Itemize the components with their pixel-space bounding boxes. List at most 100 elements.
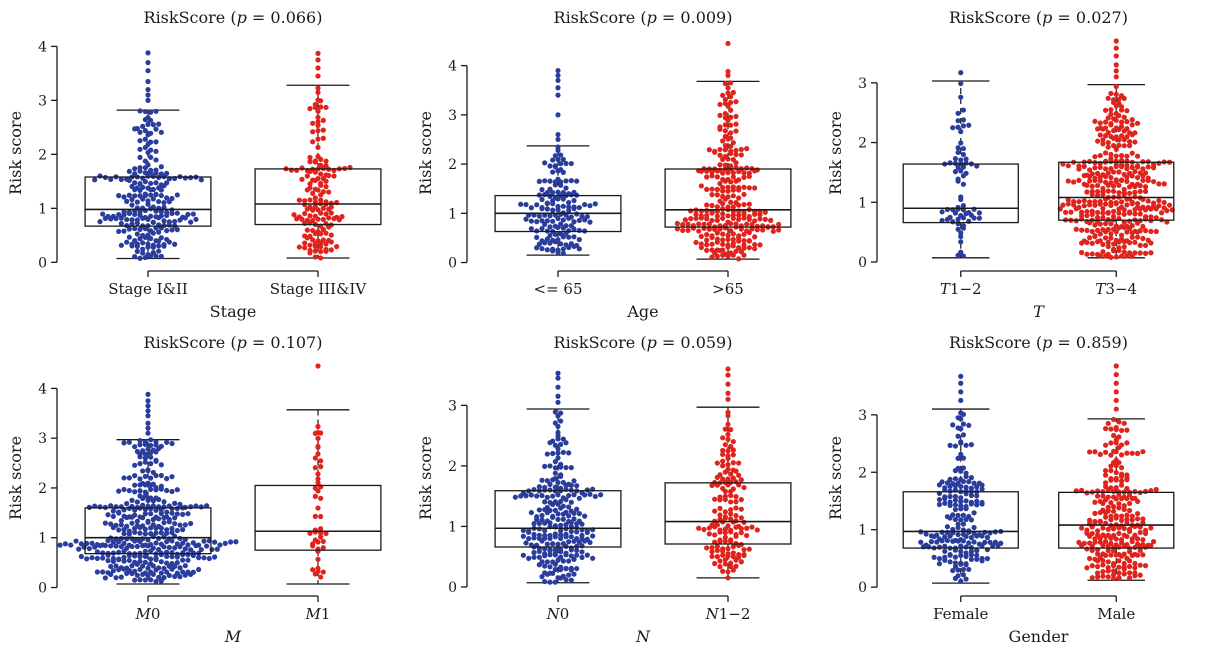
data-point — [574, 521, 580, 527]
data-point — [960, 202, 967, 209]
data-point — [693, 215, 699, 222]
data-point — [536, 484, 542, 490]
data-point — [190, 211, 196, 217]
data-point — [124, 239, 130, 245]
data-point — [1132, 573, 1138, 579]
data-point — [555, 436, 561, 442]
x-tick-label-main: Stage I&II — [108, 280, 188, 298]
data-point — [116, 527, 122, 533]
data-point — [950, 538, 956, 544]
data-point — [523, 216, 529, 222]
data-point — [730, 215, 736, 221]
data-point — [1113, 229, 1119, 235]
category-group: N0 — [494, 370, 622, 623]
data-point — [1095, 227, 1101, 233]
data-point — [126, 168, 132, 175]
data-point — [110, 524, 116, 531]
data-point — [153, 473, 159, 479]
y-axis-title: Risk score — [416, 436, 435, 520]
data-point — [555, 249, 561, 255]
data-point — [118, 544, 124, 550]
box-iqr — [664, 168, 792, 228]
data-point — [966, 479, 972, 485]
data-point — [576, 227, 582, 234]
data-point — [720, 215, 726, 221]
chart-title: RiskScore (p = 0.009) — [554, 8, 733, 27]
data-point — [560, 516, 566, 522]
data-point — [730, 140, 736, 146]
data-point — [976, 215, 983, 221]
data-point — [164, 530, 170, 536]
data-point — [725, 117, 731, 123]
data-point — [536, 520, 542, 527]
data-point — [126, 531, 132, 537]
data-point — [100, 569, 106, 575]
data-point — [161, 243, 167, 249]
data-point — [331, 173, 337, 179]
data-point — [960, 478, 967, 485]
data-point — [566, 513, 572, 519]
data-point — [328, 210, 334, 216]
data-point — [950, 422, 956, 428]
data-point — [1116, 206, 1122, 212]
data-point — [1108, 467, 1114, 474]
data-point — [587, 219, 593, 225]
data-point — [1084, 546, 1090, 552]
data-point — [717, 162, 723, 168]
data-point — [1102, 552, 1109, 558]
data-point — [1073, 226, 1079, 232]
data-point — [968, 517, 975, 523]
data-point — [318, 231, 324, 237]
data-point — [555, 384, 561, 390]
data-point — [704, 232, 710, 238]
data-point — [161, 200, 167, 206]
data-point — [142, 511, 148, 517]
data-point — [534, 234, 540, 240]
data-point — [1095, 239, 1101, 245]
data-point — [185, 552, 191, 558]
data-point — [1118, 199, 1125, 205]
data-point — [1118, 119, 1125, 125]
data-point — [188, 571, 194, 578]
data-point — [728, 80, 734, 86]
data-point — [1097, 174, 1103, 180]
data-point — [142, 482, 148, 488]
data-point — [1126, 184, 1133, 190]
data-point — [1110, 188, 1117, 194]
data-point — [1087, 158, 1093, 165]
data-point — [960, 566, 967, 573]
data-point — [1116, 419, 1122, 425]
data-point — [1140, 520, 1146, 526]
data-point — [563, 577, 569, 583]
category-group: <= 65 — [494, 67, 622, 298]
data-point — [312, 571, 318, 577]
data-point — [555, 156, 561, 163]
data-point — [164, 527, 170, 533]
data-point — [1148, 240, 1154, 246]
data-point — [1148, 214, 1154, 220]
data-point — [963, 576, 969, 582]
data-point — [132, 225, 138, 232]
data-point — [315, 556, 321, 562]
y-tick-label: 3 — [448, 398, 457, 414]
data-point — [552, 465, 558, 471]
data-point — [717, 146, 723, 153]
data-point — [108, 216, 114, 222]
data-point — [1116, 239, 1122, 245]
data-point — [102, 520, 108, 526]
data-point — [174, 192, 180, 198]
data-point — [728, 499, 734, 505]
data-point — [1129, 495, 1135, 502]
data-point — [150, 563, 156, 569]
data-point — [196, 555, 202, 561]
data-point — [939, 209, 945, 215]
data-point — [958, 561, 964, 567]
data-point — [134, 231, 140, 237]
data-point — [968, 501, 975, 507]
data-point — [312, 195, 318, 201]
data-point — [955, 226, 961, 232]
data-point — [558, 575, 564, 581]
data-point — [156, 516, 162, 522]
data-point — [960, 455, 967, 461]
